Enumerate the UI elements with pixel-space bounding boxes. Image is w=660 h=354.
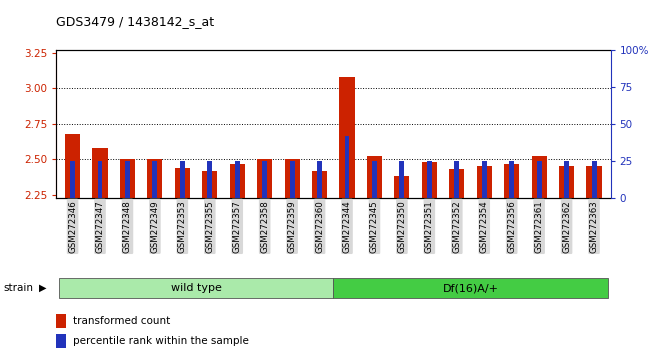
Text: GSM272347: GSM272347 — [96, 200, 104, 253]
Bar — [125, 161, 130, 198]
Text: percentile rank within the sample: percentile rank within the sample — [73, 336, 248, 346]
Bar — [180, 161, 185, 198]
Bar — [98, 161, 102, 198]
Text: GSM272351: GSM272351 — [425, 200, 434, 253]
Bar — [587, 166, 601, 198]
Bar — [449, 169, 465, 198]
Bar — [537, 161, 542, 198]
Bar — [367, 156, 382, 198]
Bar — [333, 278, 608, 298]
Text: ▶: ▶ — [39, 283, 46, 293]
Bar — [202, 171, 217, 198]
Bar — [454, 161, 459, 198]
Bar — [564, 161, 569, 198]
Bar — [257, 159, 272, 198]
Text: GSM272354: GSM272354 — [480, 200, 489, 253]
Bar — [290, 161, 294, 198]
Text: GSM272361: GSM272361 — [535, 200, 544, 253]
Bar — [531, 156, 546, 198]
Bar — [59, 278, 333, 298]
Bar — [312, 171, 327, 198]
Text: transformed count: transformed count — [73, 316, 170, 326]
Text: GSM272359: GSM272359 — [288, 200, 296, 253]
Bar — [477, 166, 492, 198]
Bar — [317, 161, 322, 198]
Bar — [510, 161, 514, 198]
Text: GSM272362: GSM272362 — [562, 200, 571, 253]
Text: GSM272344: GSM272344 — [343, 200, 352, 253]
Text: GSM272346: GSM272346 — [68, 200, 77, 253]
Text: GDS3479 / 1438142_s_at: GDS3479 / 1438142_s_at — [56, 15, 214, 28]
Text: GSM272350: GSM272350 — [397, 200, 407, 253]
Text: GSM272363: GSM272363 — [589, 200, 599, 253]
Text: GSM272356: GSM272356 — [507, 200, 516, 253]
Text: GSM272360: GSM272360 — [315, 200, 324, 253]
Text: GSM272353: GSM272353 — [178, 200, 187, 253]
Bar — [422, 162, 437, 198]
Bar — [395, 176, 409, 198]
Bar — [504, 164, 519, 198]
Bar — [56, 314, 66, 327]
Bar — [207, 161, 213, 198]
Text: GSM272357: GSM272357 — [233, 200, 242, 253]
Bar — [427, 161, 432, 198]
Bar — [339, 77, 354, 198]
Bar — [65, 134, 80, 198]
Text: GSM272355: GSM272355 — [205, 200, 214, 253]
Text: GSM272345: GSM272345 — [370, 200, 379, 253]
Bar — [591, 161, 597, 198]
Bar — [230, 164, 245, 198]
Text: GSM272348: GSM272348 — [123, 200, 132, 253]
Bar — [284, 159, 300, 198]
Text: Df(16)A/+: Df(16)A/+ — [442, 283, 498, 293]
Bar — [175, 168, 190, 198]
Bar — [559, 166, 574, 198]
Text: GSM272352: GSM272352 — [452, 200, 461, 253]
Bar — [262, 161, 267, 198]
Text: GSM272358: GSM272358 — [260, 200, 269, 253]
Bar — [56, 335, 66, 348]
Bar — [399, 161, 405, 198]
Text: GSM272349: GSM272349 — [150, 200, 160, 253]
Text: strain: strain — [3, 283, 33, 293]
Bar — [152, 161, 157, 198]
Bar — [345, 136, 350, 198]
Bar — [92, 148, 108, 198]
Bar — [482, 161, 486, 198]
Bar — [235, 161, 240, 198]
Text: wild type: wild type — [171, 283, 222, 293]
Bar — [372, 161, 377, 198]
Bar — [147, 159, 162, 198]
Bar — [120, 159, 135, 198]
Bar — [70, 161, 75, 198]
